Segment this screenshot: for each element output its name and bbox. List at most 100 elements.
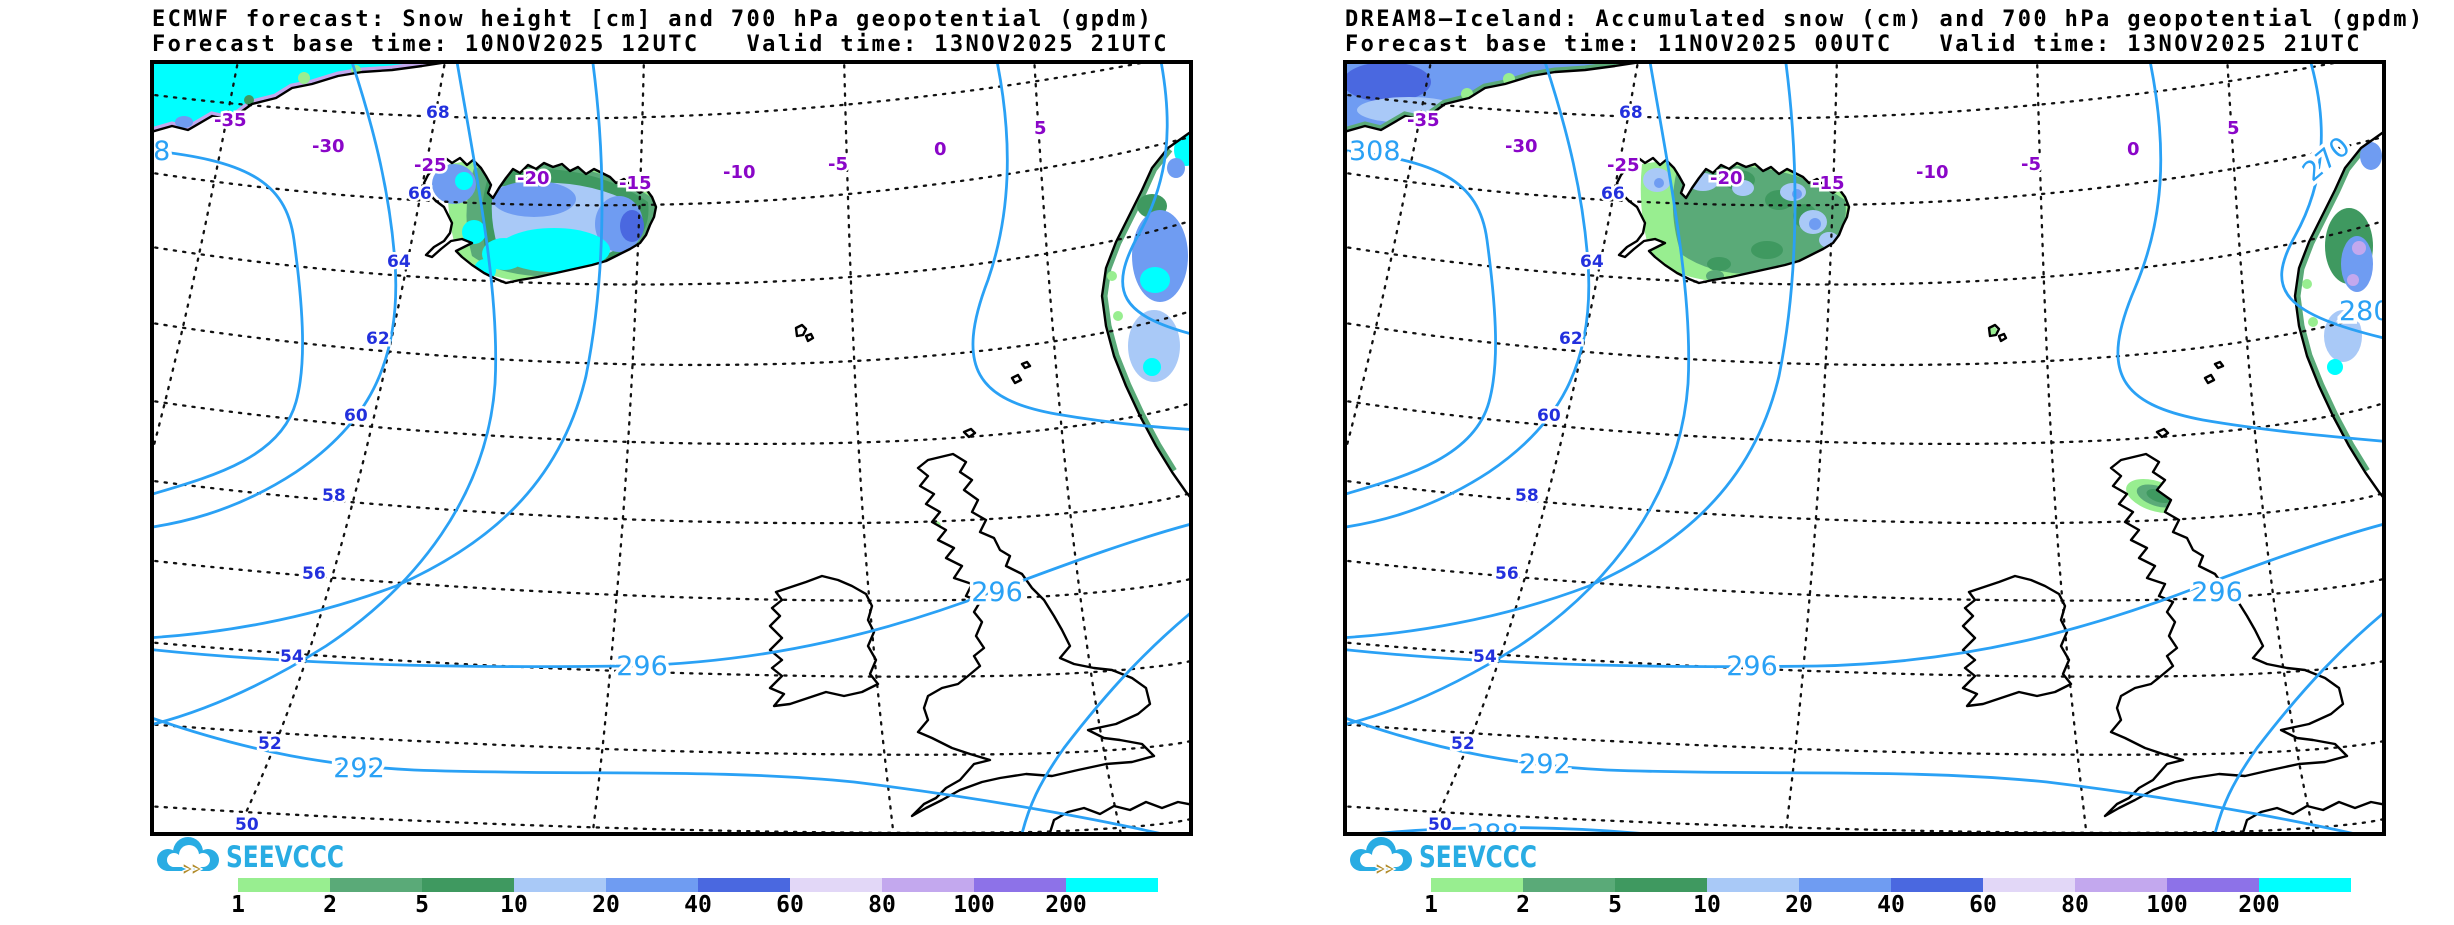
svg-text:-10: -10 <box>723 162 756 183</box>
contour-label-308-partial: 08 <box>154 136 170 167</box>
colorbar-segment <box>974 878 1066 892</box>
panel-subtitle: Forecast base time: 10NOV2025 12UTC Vali… <box>152 32 1169 57</box>
colorbar-segment <box>2075 878 2167 892</box>
colorbar-label: 200 <box>2238 892 2280 918</box>
svg-text:58: 58 <box>1515 486 1539 506</box>
colorbar-label: 80 <box>868 892 896 918</box>
svg-text:68: 68 <box>426 103 450 123</box>
contour-label-292: 292 <box>1519 749 1571 780</box>
geopotential-contours: 308 270 280 296 296 292 288 <box>1347 64 2382 832</box>
svg-text:68: 68 <box>1619 103 1643 123</box>
panel-title: ECMWF forecast: Snow height [cm] and 700… <box>152 7 1154 32</box>
colorbar-segment <box>1615 878 1707 892</box>
svg-text:-10: -10 <box>1916 162 1949 183</box>
colorbar-segment <box>330 878 422 892</box>
colorbar-segment <box>1431 878 1523 892</box>
svg-text:50: 50 <box>235 815 259 832</box>
colorbar-label: 100 <box>2146 892 2188 918</box>
colorbar-segment <box>238 878 330 892</box>
panel-dream8: DREAM8–Iceland: Accumulated snow (cm) an… <box>1343 0 2422 925</box>
svg-text:-20: -20 <box>517 168 550 189</box>
colorbar-segment <box>882 878 974 892</box>
snow-colorbar <box>238 878 1158 892</box>
colorbar-label: 60 <box>1969 892 1997 918</box>
latitude-labels: 68 66 64 62 60 58 56 54 52 50 <box>1426 101 1646 833</box>
colorbar-label: 60 <box>776 892 804 918</box>
colorbar-segment <box>790 878 882 892</box>
svg-text:60: 60 <box>344 406 368 426</box>
svg-text:50: 50 <box>1428 815 1452 832</box>
contour-label-280-partial: 280 <box>2339 296 2382 327</box>
colorbar-segment <box>606 878 698 892</box>
contour-label-296: 296 <box>971 577 1023 608</box>
svg-text:54: 54 <box>1473 647 1497 667</box>
svg-text:58: 58 <box>322 486 346 506</box>
cloud-icon <box>157 837 219 876</box>
contour-label-308: 308 <box>1349 136 1401 167</box>
svg-text:5: 5 <box>2227 118 2240 139</box>
svg-text:64: 64 <box>387 252 411 272</box>
colorbar-label: 40 <box>1877 892 1905 918</box>
colorbar-segment <box>2167 878 2259 892</box>
cloud-icon <box>1350 837 1412 876</box>
svg-text:-15: -15 <box>1812 173 1845 194</box>
svg-text:-20: -20 <box>1710 168 1743 189</box>
colorbar-label: 1 <box>231 892 245 918</box>
contour-label-296: 296 <box>2191 577 2243 608</box>
colorbar-segment <box>422 878 514 892</box>
colorbar-label: 80 <box>2061 892 2089 918</box>
colorbar-label: 5 <box>1608 892 1622 918</box>
geopotential-contours: 08 296 296 292 <box>154 64 1189 832</box>
svg-text:-15: -15 <box>619 173 652 194</box>
colorbar-segment <box>1066 878 1158 892</box>
snow-colorbar <box>1431 878 2351 892</box>
colorbar-label: 2 <box>1516 892 1530 918</box>
logo-text: SEEVCCC <box>226 840 344 874</box>
contour-label-292: 292 <box>333 753 385 784</box>
snow-colorbar-labels: 1 2 5 10 20 40 60 80 100 200 <box>1424 892 2351 918</box>
colorbar-label: 200 <box>1045 892 1087 918</box>
svg-text:66: 66 <box>408 184 432 204</box>
svg-text:56: 56 <box>302 564 326 584</box>
svg-text:62: 62 <box>1559 329 1583 349</box>
svg-text:-30: -30 <box>312 136 345 157</box>
colorbar-label: 2 <box>323 892 337 918</box>
contour-label-296: 296 <box>616 651 668 682</box>
colorbar-segment <box>1707 878 1799 892</box>
contour-label-270: 270 <box>2297 131 2356 188</box>
svg-text:62: 62 <box>366 329 390 349</box>
svg-text:54: 54 <box>280 647 304 667</box>
colorbar-segment <box>1799 878 1891 892</box>
contour-label-296: 296 <box>1726 651 1778 682</box>
panel-title: DREAM8–Iceland: Accumulated snow (cm) an… <box>1345 7 2425 32</box>
svg-text:-35: -35 <box>214 110 247 131</box>
panel-subtitle: Forecast base time: 11NOV2025 00UTC Vali… <box>1345 32 2362 57</box>
colorbar-label: 20 <box>592 892 620 918</box>
colorbar-label: 20 <box>1785 892 1813 918</box>
svg-text:5: 5 <box>1034 118 1047 139</box>
contour-label-288-partial: 288 <box>1467 819 1519 832</box>
colorbar-segment <box>1983 878 2075 892</box>
svg-text:-25: -25 <box>414 155 447 176</box>
svg-text:66: 66 <box>1601 184 1625 204</box>
colorbar-label: 10 <box>500 892 528 918</box>
colorbar-label: 40 <box>684 892 712 918</box>
colorbar-segment <box>2259 878 2351 892</box>
svg-text:-5: -5 <box>2021 154 2041 175</box>
colorbar-label: 10 <box>1693 892 1721 918</box>
map-dream8: 308 270 280 296 296 292 288 68 66 64 62 … <box>1343 60 2386 836</box>
colorbar-label: 5 <box>415 892 429 918</box>
colorbar-segment <box>514 878 606 892</box>
svg-text:64: 64 <box>1580 252 1604 272</box>
colorbar-label: 1 <box>1424 892 1438 918</box>
colorbar-segment <box>698 878 790 892</box>
temperature-labels: -35 -30 -25 -20 -15 -10 -5 0 5 <box>1405 108 2243 197</box>
svg-text:52: 52 <box>258 734 282 754</box>
latitude-labels: 68 66 64 62 60 58 56 54 52 50 <box>233 101 453 833</box>
svg-text:0: 0 <box>2127 139 2140 160</box>
svg-text:56: 56 <box>1495 564 1519 584</box>
svg-text:-5: -5 <box>828 154 848 175</box>
seevccc-logo: SEEVCCC <box>150 836 350 876</box>
colorbar-label: 100 <box>953 892 995 918</box>
